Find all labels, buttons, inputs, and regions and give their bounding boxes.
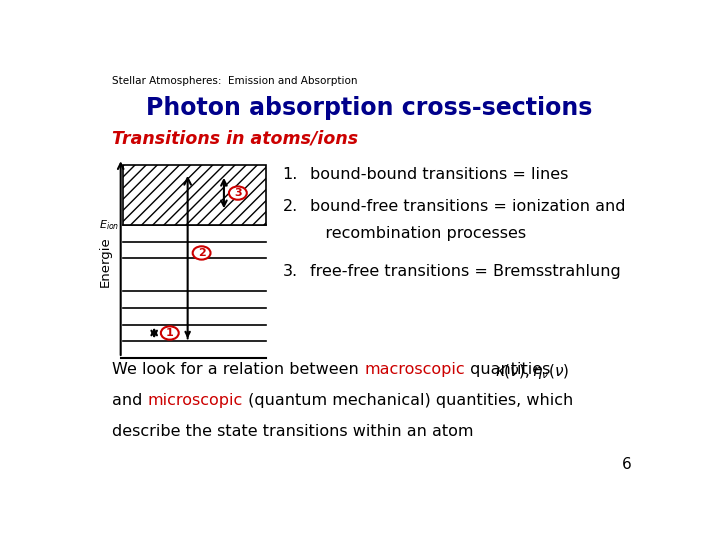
Text: We look for a relation between: We look for a relation between (112, 362, 364, 377)
Circle shape (193, 246, 210, 260)
Text: Stellar Atmospheres:  Emission and Absorption: Stellar Atmospheres: Emission and Absorp… (112, 76, 358, 86)
Text: 3: 3 (234, 188, 242, 198)
Text: 1.: 1. (282, 167, 298, 181)
Text: microscopic: microscopic (148, 393, 243, 408)
Text: 2: 2 (198, 248, 205, 258)
Text: Transitions in atoms/ions: Transitions in atoms/ions (112, 129, 359, 147)
Text: 3.: 3. (282, 264, 297, 279)
Text: Energie: Energie (99, 236, 112, 287)
Text: recombination processes: recombination processes (310, 226, 526, 241)
Text: Photon absorption cross-sections: Photon absorption cross-sections (146, 96, 592, 120)
Text: bound-bound transitions = lines: bound-bound transitions = lines (310, 167, 569, 181)
Text: 6: 6 (621, 457, 631, 472)
Text: describe the state transitions within an atom: describe the state transitions within an… (112, 424, 474, 440)
Circle shape (161, 326, 179, 340)
Text: 2.: 2. (282, 199, 298, 214)
Text: $\kappa(\nu), \eta_\nu(\nu)$: $\kappa(\nu), \eta_\nu(\nu)$ (495, 362, 569, 381)
Text: $E_{ion}$: $E_{ion}$ (99, 218, 119, 232)
Text: (quantum mechanical) quantities, which: (quantum mechanical) quantities, which (243, 393, 573, 408)
Circle shape (229, 186, 247, 200)
Text: and: and (112, 393, 148, 408)
Text: quantities: quantities (465, 362, 560, 377)
Bar (124, 165, 266, 225)
Text: free-free transitions = Bremsstrahlung: free-free transitions = Bremsstrahlung (310, 264, 621, 279)
Text: 1: 1 (166, 328, 174, 338)
Text: macroscopic: macroscopic (364, 362, 465, 377)
Text: bound-free transitions = ionization and: bound-free transitions = ionization and (310, 199, 626, 214)
